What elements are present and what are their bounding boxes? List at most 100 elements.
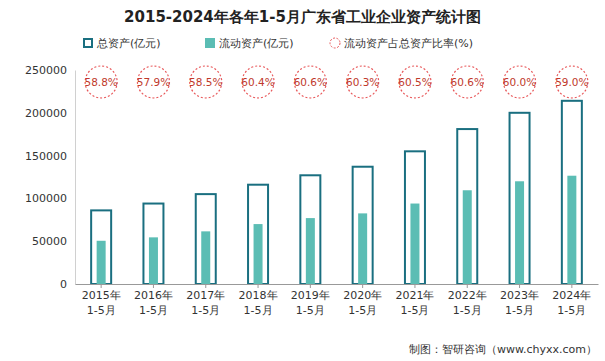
x-tick-line: [571, 284, 572, 288]
x-tick-label: 2017年 1-5月: [186, 289, 225, 317]
x-tick-label-line: 1-5月: [296, 304, 325, 317]
bar: [410, 204, 419, 284]
bar: [196, 194, 216, 284]
x-tick-label-line: 2023年: [500, 289, 539, 302]
ratio-label: 57.9%: [137, 76, 170, 88]
x-tick-label-line: 1-5月: [244, 304, 273, 317]
x-tick-label: 2019年 1-5月: [291, 289, 330, 317]
ratio-circle: [294, 66, 326, 98]
bar: [562, 101, 582, 284]
x-tick-label: 2023年1-5月: [500, 289, 539, 317]
x-tick: 2017年 1-5月: [186, 284, 225, 317]
x-tick-label-line: 1-5月: [348, 304, 377, 317]
legend-symbol: [330, 38, 340, 48]
y-tick: 100000: [25, 192, 75, 205]
bars: [91, 101, 582, 284]
legend: 总资产(亿元) 流动资产(亿元) 流动资产占总资产比率(%): [84, 37, 473, 50]
bar: [91, 210, 111, 284]
legend-item: 流动资产(亿元): [205, 37, 294, 50]
bar: [248, 185, 268, 284]
y-tick-label: 50000: [32, 235, 67, 248]
ratio-label: 60.0%: [503, 76, 536, 88]
y-tick: 200000: [25, 107, 75, 120]
y-tick: 150000: [25, 150, 75, 163]
x-tick-label-line: 1-5月: [191, 304, 220, 317]
ratio-labels: 58.8%57.9%58.5%60.4%60.6%60.3%60.5%60.6%…: [84, 66, 588, 98]
x-tick-label-line: 2015年: [82, 289, 121, 302]
x-tick-label: 2015年 1-5月: [82, 289, 121, 317]
x-tick-label-line: 1-5月: [453, 304, 482, 317]
bar: [510, 113, 530, 284]
legend-symbol: [84, 39, 92, 47]
ratio-circle: [85, 66, 117, 98]
bar: [149, 237, 158, 284]
ratio-circle: [347, 66, 379, 98]
bar: [358, 213, 367, 284]
bar: [463, 190, 472, 284]
legend-item: 总资产(亿元): [84, 37, 161, 50]
y-tick-label: 200000: [25, 107, 67, 120]
x-tick-line: [205, 284, 206, 288]
x-tick-line: [258, 284, 259, 288]
bar: [457, 129, 477, 284]
x-tick-label-line: 2019年: [291, 289, 330, 302]
x-tick: 2020年 1-5月: [343, 284, 382, 317]
x-tick: 2021年 1-5月: [395, 284, 434, 317]
x-tick-label: 2018年 1-5月: [239, 289, 278, 317]
x-tick-line: [101, 284, 102, 288]
bar: [405, 151, 425, 284]
ratio-label: 60.5%: [398, 76, 431, 88]
x-tick-line: [467, 284, 468, 288]
ratio-label: 60.3%: [346, 76, 379, 88]
x-tick-line: [310, 284, 311, 288]
bar: [201, 231, 210, 284]
x-tick-label-line: 2024年: [552, 289, 591, 302]
x-tick-label: 2022年 1-5月: [448, 289, 487, 317]
ratio-label: 60.6%: [451, 76, 484, 88]
x-tick-line: [362, 284, 363, 288]
x-tick: 2018年 1-5月: [239, 284, 278, 317]
chart: 2015-2024年各年1-5月广东省工业企业资产统计图 0 50000 100000…: [0, 0, 605, 361]
ratio-label: 60.6%: [294, 76, 327, 88]
bar: [353, 167, 373, 284]
x-tick-label-line: 2020年: [343, 289, 382, 302]
ratio-label: 58.8%: [84, 76, 117, 88]
x-tick: 2016年 1-5月: [134, 284, 173, 317]
y-axis-line: [75, 71, 76, 285]
plot: 0500001000001500002000002500002015年1-5月2…: [25, 64, 599, 317]
x-tick-label: 2024年 1-5月: [552, 289, 591, 317]
legend-item: 流动资产占总资产比率(%): [330, 37, 473, 50]
ratio-circle: [556, 66, 588, 98]
y-tick-label: 100000: [25, 192, 67, 205]
y-tick: 0: [60, 278, 75, 291]
current-bars: [97, 176, 577, 284]
x-tick-label-line: 1-5月: [139, 304, 168, 317]
bar: [97, 241, 106, 284]
ratio-circle: [190, 66, 222, 98]
ratio-label: 60.4%: [241, 76, 274, 88]
legend-label: 流动资产占总资产比率(%): [344, 37, 473, 50]
legend-label: 总资产(亿元): [96, 37, 161, 50]
x-tick-label-line: 1-5月: [400, 304, 429, 317]
ratio-circle: [504, 66, 536, 98]
legend-label: 流动资产(亿元): [219, 37, 294, 50]
x-tick-label-line: 2022年: [448, 289, 487, 302]
x-tick-label-line: 2018年: [239, 289, 278, 302]
x-axis: 2015年1-5月2016年1-5月2017年1-5月2018年1-5月2019…: [76, 284, 599, 317]
bar: [254, 224, 263, 284]
ratio-circle: [399, 66, 431, 98]
x-tick: 2022年 1-5月: [448, 284, 487, 317]
x-tick: 2015年 1-5月: [82, 284, 121, 317]
x-tick-line: [414, 284, 415, 288]
title: 2015-2024年各年1-5月广东省工业企业资产统计图: [124, 8, 481, 26]
x-tick-label-line: 2016年: [134, 289, 173, 302]
x-tick-line: [153, 284, 154, 288]
x-tick-label-line: 2017年: [186, 289, 225, 302]
x-tick-label-line: 1-5月: [87, 304, 116, 317]
x-tick-label-line: 1-5月: [557, 304, 586, 317]
x-tick: 2023年1-5月: [500, 284, 539, 317]
source-note: 制图：智研咨询（www.chyxx.com）: [409, 343, 597, 356]
y-axis: 050000100000150000200000250000: [25, 64, 76, 291]
x-tick-label-line: 2021年: [395, 289, 434, 302]
x-tick-line: [519, 284, 520, 288]
